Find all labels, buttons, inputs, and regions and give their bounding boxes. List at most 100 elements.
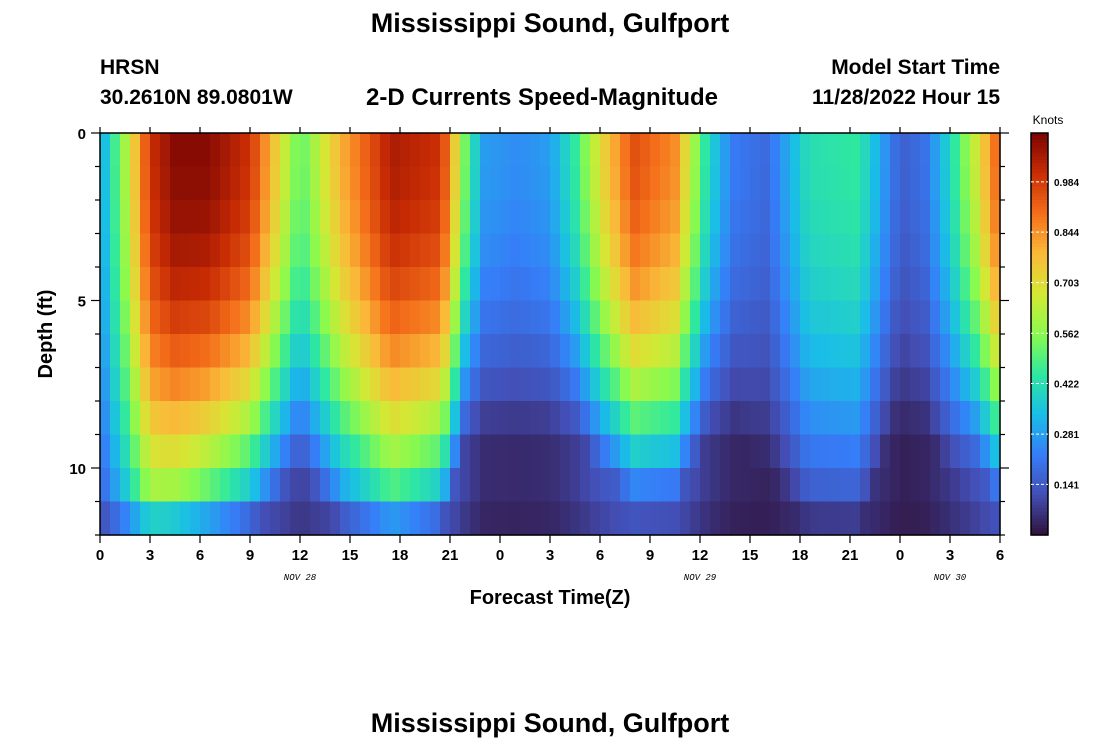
colorbar-swatch xyxy=(1031,297,1048,302)
heatmap-cell xyxy=(420,501,431,536)
heatmap-cell xyxy=(820,401,831,436)
heatmap-cell xyxy=(680,501,691,536)
heatmap-cell xyxy=(380,200,391,235)
heatmap-cell xyxy=(360,300,371,335)
heatmap-cell xyxy=(660,300,671,335)
heatmap-cell xyxy=(270,367,281,402)
heatmap-cell xyxy=(340,468,351,503)
colorbar-tick-label: 0.422 xyxy=(1054,380,1079,391)
heatmap-cell xyxy=(880,367,891,402)
heatmap-cell xyxy=(460,133,471,168)
heatmap-cell xyxy=(240,133,251,168)
heatmap-cell xyxy=(250,233,261,268)
heatmap-cell xyxy=(320,401,331,436)
heatmap-cell xyxy=(480,434,491,469)
heatmap-cell xyxy=(800,133,811,168)
heatmap-cell xyxy=(240,401,251,436)
heatmap-cell xyxy=(440,434,451,469)
x-tick-label: 6 xyxy=(196,547,204,564)
heatmap-cell xyxy=(480,267,491,302)
heatmap-cell xyxy=(400,334,411,369)
heatmap-cell xyxy=(130,468,141,503)
heatmap-cell xyxy=(790,133,801,168)
heatmap-cell xyxy=(830,501,841,536)
heatmap-cell xyxy=(810,166,821,201)
heatmap-cell xyxy=(810,501,821,536)
heatmap-cell xyxy=(950,367,961,402)
heatmap-cell xyxy=(700,401,711,436)
heatmap-cell xyxy=(900,434,911,469)
heatmap-cell xyxy=(580,501,591,536)
heatmap-cell xyxy=(410,334,421,369)
heatmap-cell xyxy=(100,300,111,335)
heatmap-cell xyxy=(960,133,971,168)
heatmap-cell xyxy=(970,200,981,235)
heatmap-cell xyxy=(140,166,151,201)
heatmap-cell xyxy=(440,233,451,268)
heatmap-cell xyxy=(760,233,771,268)
heatmap-cell xyxy=(140,367,151,402)
heatmap-cell xyxy=(110,233,121,268)
heatmap-cell xyxy=(230,233,241,268)
heatmap-cell xyxy=(590,267,601,302)
heatmap-cell xyxy=(990,468,1001,503)
station-coords: 30.2610N 89.0801W xyxy=(100,86,293,109)
heatmap-cell xyxy=(800,334,811,369)
heatmap-cell xyxy=(620,166,631,201)
heatmap-cell xyxy=(420,267,431,302)
heatmap-cell xyxy=(280,334,291,369)
heatmap-cell xyxy=(860,367,871,402)
heatmap-cell xyxy=(670,401,681,436)
heatmap-cell xyxy=(940,233,951,268)
heatmap-cell xyxy=(190,200,201,235)
heatmap-cell xyxy=(310,133,321,168)
heatmap-cell xyxy=(200,434,211,469)
heatmap-cell xyxy=(740,401,751,436)
heatmap-cell xyxy=(440,166,451,201)
heatmap-cell xyxy=(650,367,661,402)
heatmap-cell xyxy=(120,133,131,168)
heatmap-cell xyxy=(850,367,861,402)
heatmap-cell xyxy=(750,334,761,369)
heatmap-cell xyxy=(170,166,181,201)
colorbar-swatch xyxy=(1031,407,1048,412)
heatmap-cell xyxy=(620,267,631,302)
heatmap-cell xyxy=(260,133,271,168)
heatmap-cell xyxy=(970,334,981,369)
heatmap-cell xyxy=(630,233,641,268)
heatmap-cell xyxy=(910,434,921,469)
heatmap-cell xyxy=(670,200,681,235)
y-tick-label: 5 xyxy=(78,294,86,311)
heatmap-cell xyxy=(860,300,871,335)
heatmap-cell xyxy=(910,267,921,302)
heatmap-cell xyxy=(690,200,701,235)
heatmap-cell xyxy=(240,267,251,302)
colorbar-swatch xyxy=(1031,421,1048,426)
heatmap-cell xyxy=(720,300,731,335)
x-tick-label: 18 xyxy=(392,547,409,564)
colorbar-swatch xyxy=(1031,143,1048,147)
heatmap-cell xyxy=(930,468,941,503)
heatmap-cell xyxy=(770,468,781,503)
heatmap-cell xyxy=(680,300,691,335)
heatmap-cell xyxy=(270,300,281,335)
heatmap-cell xyxy=(690,468,701,503)
heatmap-cell xyxy=(470,468,481,503)
heatmap-cell xyxy=(210,200,221,235)
heatmap-cell xyxy=(710,300,721,335)
heatmap-cell xyxy=(210,233,221,268)
heatmap-cell xyxy=(300,300,311,335)
heatmap-cell xyxy=(930,501,941,536)
heatmap-cell xyxy=(770,166,781,201)
heatmap-cell xyxy=(900,233,911,268)
heatmap-cell xyxy=(720,501,731,536)
heatmap-cell xyxy=(330,300,341,335)
heatmap-cell xyxy=(350,434,361,469)
heatmap-cell xyxy=(470,166,481,201)
heatmap-cell xyxy=(820,233,831,268)
heatmap-cell xyxy=(180,166,191,201)
heatmap-cell xyxy=(340,434,351,469)
heatmap-cell xyxy=(760,267,771,302)
heatmap-cell xyxy=(560,334,571,369)
heatmap-cell xyxy=(400,468,411,503)
